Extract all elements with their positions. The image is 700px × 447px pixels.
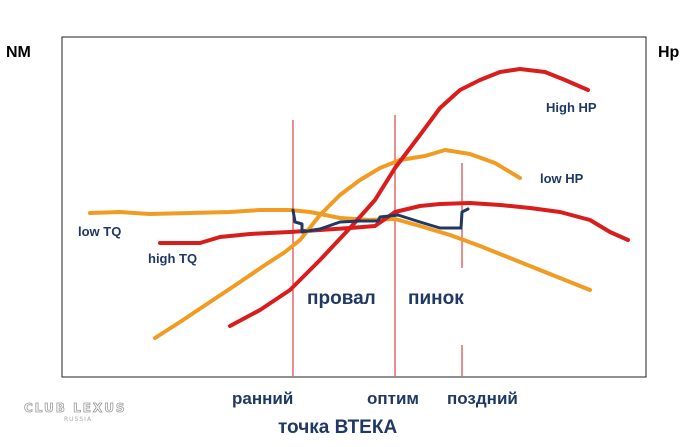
- plot-frame: [61, 36, 647, 378]
- left-axis-label: NM: [6, 44, 31, 61]
- series-line-low-tq: [88, 208, 592, 292]
- series-line-low-hp: [153, 148, 522, 340]
- series-line-high-hp: [228, 67, 590, 328]
- series-layer: [88, 67, 630, 340]
- series-line-high-tq: [158, 201, 630, 245]
- legend-high-hp: High HP: [546, 100, 597, 115]
- x-tick-early: ранний: [232, 389, 293, 408]
- x-tick-late: поздний: [447, 389, 518, 408]
- x-tick-optimal: оптим: [367, 389, 419, 408]
- legend-low-hp: low HP: [540, 171, 584, 186]
- watermark-subtext: RUSSIA: [64, 416, 92, 423]
- legend-high-tq: high TQ: [148, 251, 197, 266]
- zone-label-dip: провал: [307, 288, 376, 309]
- watermark-text: CLUB LEXUS: [24, 401, 127, 415]
- watermark-logo: CLUB LEXUS RUSSIA: [24, 401, 127, 423]
- series-line-vtec-transition: [291, 207, 470, 234]
- right-axis-label: Hp: [658, 44, 680, 61]
- zone-label-kick: пинок: [408, 288, 464, 309]
- legend-low-tq: low TQ: [78, 224, 121, 239]
- x-axis-caption: точка ВТЕКА: [278, 417, 397, 438]
